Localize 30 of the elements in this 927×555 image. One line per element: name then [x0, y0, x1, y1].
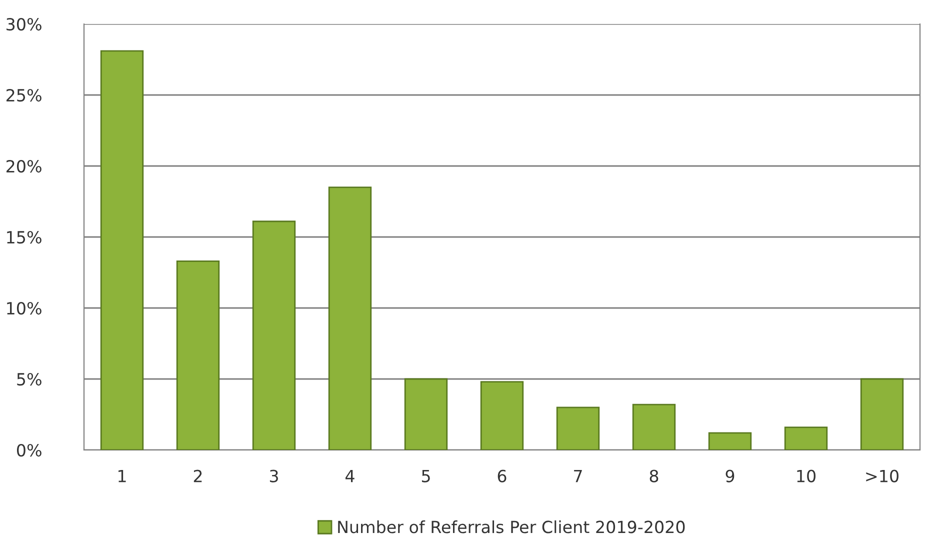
bar — [556, 406, 600, 450]
legend-label: Number of Referrals Per Client 2019-2020 — [338, 520, 685, 534]
x-tick-label: 10 — [797, 470, 816, 482]
bar — [176, 260, 220, 450]
y-tick-label: 0% — [16, 444, 42, 457]
y-tick-label: 30% — [6, 18, 42, 31]
bar — [860, 378, 904, 450]
bar — [328, 186, 372, 450]
x-tick-label: 5 — [422, 470, 430, 482]
bar — [784, 426, 828, 450]
y-tick-label: 15% — [7, 230, 42, 244]
x-tick-label: 9 — [726, 470, 734, 482]
x-tick-label: 7 — [574, 470, 582, 482]
x-tick-label: 4 — [346, 470, 354, 482]
y-tick-label: 5% — [17, 372, 42, 386]
x-tick-label: 8 — [650, 470, 658, 482]
bar — [252, 220, 296, 450]
x-tick-label: 3 — [270, 470, 278, 482]
y-tick-label: 10% — [7, 302, 42, 315]
bar — [100, 50, 144, 450]
y-tick-label: 20% — [6, 160, 42, 173]
x-tick-label: 2 — [194, 470, 202, 482]
bar — [708, 432, 752, 450]
x-tick-label: >10 — [866, 470, 898, 482]
bar — [632, 404, 676, 450]
x-tick-label: 1 — [118, 470, 126, 482]
y-tick-label: 25% — [6, 88, 42, 102]
x-tick-label: 6 — [498, 470, 506, 482]
bar — [480, 381, 524, 450]
bar — [404, 378, 448, 450]
